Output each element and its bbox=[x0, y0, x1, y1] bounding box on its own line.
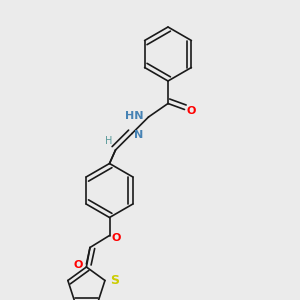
Text: O: O bbox=[187, 106, 196, 116]
Text: O: O bbox=[111, 233, 120, 243]
Text: O: O bbox=[74, 260, 83, 271]
Text: H: H bbox=[105, 136, 112, 146]
Text: N: N bbox=[134, 130, 143, 140]
Text: S: S bbox=[110, 274, 119, 287]
Text: HN: HN bbox=[125, 111, 144, 121]
